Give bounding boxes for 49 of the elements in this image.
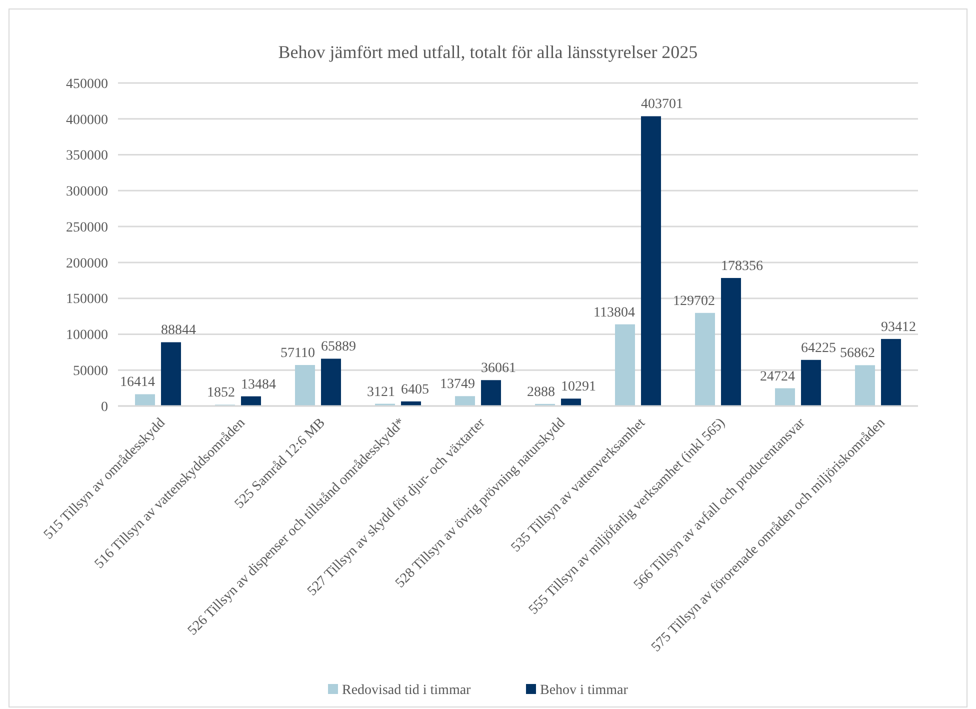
data-label: 65889 [321,340,356,355]
chart-title: Behov jämfört med utfall, totalt för alla länsstyrelser 2025 [278,42,698,62]
y-tick-label: 200000 [66,256,108,272]
bar [801,360,821,406]
data-label: 129702 [673,294,715,309]
y-tick-label: 300000 [66,184,108,200]
data-label: 2888 [527,384,555,400]
y-tick-label: 450000 [66,76,108,92]
data-label: 13749 [440,377,475,392]
y-tick-label: 50000 [73,364,108,380]
bar [481,380,501,406]
data-label: 113804 [594,305,635,320]
bar [455,396,475,406]
data-label: 403701 [641,97,683,112]
y-tick-label: 0 [101,400,108,415]
data-label: 24724 [760,369,795,384]
bar [881,338,901,406]
bar [721,278,741,406]
data-label: 10291 [561,380,596,395]
data-label: 13484 [241,377,276,392]
bar [161,342,181,406]
legend-label: Behov i timmar [540,683,628,698]
data-label: 57110 [280,346,315,362]
bar [615,324,635,406]
data-label: 178356 [721,258,763,274]
y-tick-label: 150000 [66,292,108,308]
data-label: 64225 [801,340,836,356]
bar [295,365,315,406]
y-tick-label: 350000 [66,148,108,164]
data-label: 3121 [367,384,395,400]
bar [321,358,341,406]
y-tick-label: 100000 [66,328,108,344]
bar [695,312,715,406]
bar [561,398,581,406]
bar [855,365,875,406]
data-label: 16414 [120,375,155,390]
bar [135,394,155,406]
data-label: 1852 [207,386,235,401]
data-label: 93412 [881,320,916,335]
data-label: 6405 [401,382,429,398]
bar [241,396,261,406]
y-tick-label: 250000 [66,220,108,236]
legend-label: Redovisad tid i timmar [342,683,472,698]
data-label: 88844 [161,323,196,338]
bar [775,388,795,406]
data-label: 56862 [840,346,875,362]
bar [641,116,661,406]
y-tick-label: 400000 [66,112,108,128]
data-label: 36061 [481,361,516,376]
